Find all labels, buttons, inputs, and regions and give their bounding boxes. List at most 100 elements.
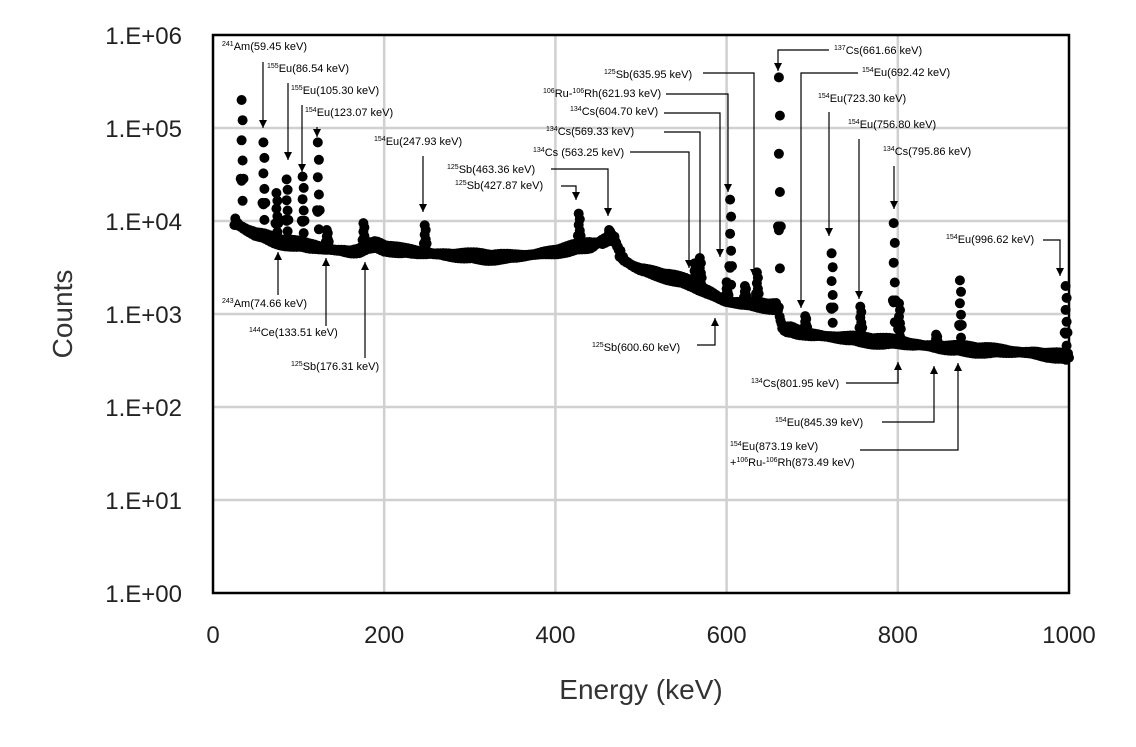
gridlines: [213, 35, 1069, 593]
isotope-mass-number: 155: [291, 85, 303, 92]
annotation-arrowhead: [274, 252, 282, 260]
isotope-mass-number: 125: [592, 342, 604, 349]
data-point: [238, 173, 249, 184]
data-point: [297, 194, 308, 205]
data-point: [741, 292, 752, 303]
annotation-arrowhead: [572, 192, 580, 200]
isotope-mass-number: 125: [291, 361, 303, 368]
annotation-arrowhead: [716, 249, 724, 257]
isotope-symbol: Eu: [787, 417, 800, 429]
data-point: [421, 238, 432, 249]
x-tick-label: 400: [535, 622, 575, 649]
isotope-mass-number: 134: [751, 378, 763, 385]
isotope-mass-number: 106: [766, 457, 778, 464]
data-point: [271, 203, 282, 214]
peak-annotation-label: 154Eu(873.19 keV): [730, 441, 818, 453]
data-point: [271, 188, 282, 198]
peak-annotation-label: 155Eu(86.54 keV): [267, 63, 349, 75]
isotope-mass-number: 144: [249, 327, 261, 334]
isotope-symbol: Ru-: [555, 88, 573, 100]
peak-annotation-label: 155Eu(105.30 keV): [291, 85, 379, 97]
isotope-mass-number: 137: [834, 45, 846, 52]
data-point: [575, 230, 586, 241]
data-point: [889, 237, 900, 248]
data-point: [726, 211, 737, 222]
peak-annotation-label: 134Cs(795.86 keV): [883, 146, 971, 158]
peak-annotation-label: 134Cs(801.95 keV): [751, 378, 839, 390]
isotope-mass-number: 134: [546, 126, 558, 133]
data-point: [298, 182, 309, 193]
isotope-mass-number: 154: [730, 441, 742, 448]
isotope-symbol: Ru-: [748, 457, 766, 469]
data-point: [313, 189, 324, 200]
isotope-symbol: Rh: [778, 457, 792, 469]
data-point: [723, 290, 734, 300]
data-point: [827, 290, 838, 300]
annotation-leader-line: [630, 151, 690, 268]
annotation-arrowhead: [313, 129, 321, 137]
isotope-symbol: Eu: [317, 107, 330, 119]
isotope-symbol: Eu: [860, 119, 873, 131]
peak-annotation-label: 243Am(74.66 keV): [222, 298, 307, 310]
peak-annotation-label: 241Am(59.45 keV): [222, 41, 307, 53]
peak-energy: (74.66 keV): [250, 298, 307, 310]
data-point: [826, 248, 837, 259]
annotation-arrowhead: [890, 201, 898, 209]
data-points: [229, 72, 1074, 365]
data-point: [298, 205, 309, 216]
isotope-mass-number: 241: [222, 41, 234, 48]
peak-annotation-label: 144Ce(133.51 keV): [249, 327, 338, 339]
data-point: [774, 110, 785, 121]
annotation-leader-line: [664, 131, 701, 272]
data-point: [259, 183, 270, 194]
peak-annotation-label: 154Eu(996.62 keV): [946, 234, 1034, 246]
annotation-arrowhead: [825, 228, 833, 236]
peak-energy: (795.86 keV): [908, 146, 971, 158]
peak-annotation-label: 125Sb(176.31 keV): [291, 361, 379, 373]
isotope-mass-number: 154: [848, 119, 860, 126]
isotope-symbol: Am: [234, 41, 251, 53]
data-point: [281, 195, 292, 206]
data-point: [956, 332, 966, 343]
isotope-symbol: Cs: [545, 147, 562, 159]
peak-annotations: 241Am(59.45 keV) 155Eu(86.54 keV) 155Eu(10…: [222, 41, 1064, 469]
annotation-leader-line: [697, 318, 716, 346]
data-point: [933, 337, 943, 348]
y-tick-label: 1.E+01: [105, 488, 182, 515]
annotation-arrowhead: [696, 264, 704, 272]
x-axis-ticks: 0 200 400 600 800 1000: [206, 622, 1095, 649]
data-point: [894, 298, 904, 309]
data-point: [237, 155, 248, 166]
y-axis-title: Counts: [47, 270, 78, 359]
y-tick-label: 1.E+04: [105, 209, 182, 236]
data-point: [283, 214, 294, 225]
isotope-mass-number: 134: [570, 106, 582, 113]
isotope-mass-number: 106: [572, 88, 584, 95]
peak-annotation-label: 106Ru-106Rh(621.93 keV): [543, 88, 661, 100]
annotation-arrowhead: [894, 362, 902, 370]
data-point: [888, 218, 899, 229]
peak-energy: (692.42 keV): [887, 67, 950, 79]
peak-energy: (133.51 keV): [275, 327, 338, 339]
data-point: [773, 72, 784, 83]
isotope-mass-number: 154: [775, 417, 787, 424]
annotation-arrowhead: [419, 204, 427, 212]
data-point: [827, 317, 838, 328]
peak-annotation-label: 154Eu(123.07 keV): [305, 107, 393, 119]
data-point: [696, 272, 707, 283]
peak-annotation-label: 134Cs(569.33 keV): [546, 126, 634, 138]
annotation-leader-line: [703, 72, 755, 277]
peak-energy: (635.95 keV): [629, 69, 692, 81]
isotope-symbol: Cs: [846, 45, 860, 57]
peak-annotation-label: 154Eu(247.93 keV): [374, 136, 462, 148]
data-point: [260, 197, 271, 208]
data-point: [773, 302, 784, 313]
peak-energy: (661.66 keV): [859, 45, 922, 57]
y-tick-label: 1.E+02: [105, 395, 182, 422]
data-point: [312, 137, 323, 148]
x-axis-title: Energy (keV): [559, 674, 722, 705]
x-tick-label: 800: [878, 622, 918, 649]
data-point: [954, 275, 965, 286]
annotation-arrowhead: [797, 300, 805, 308]
peak-annotation-label: 125Sb(427.87 keV): [455, 180, 543, 192]
